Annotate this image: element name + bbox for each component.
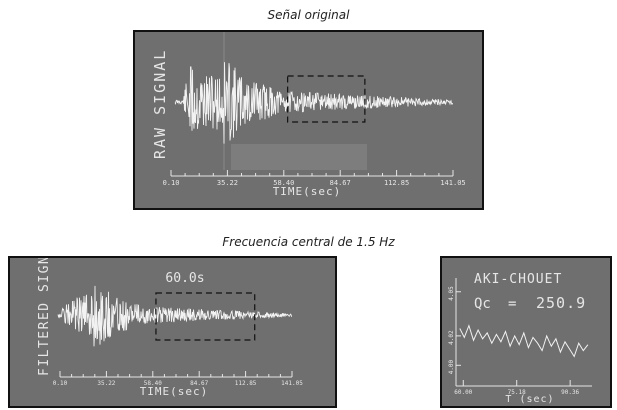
q-trace (459, 324, 589, 358)
q-estimate-chart: AKI-CHOUET Qc 250.9 = 4.00 4.02 4.05 60.00… (440, 256, 612, 408)
filtered-signal-plot: 60.0s FILTERED SIGN 0.10 35.22 58.40 84.67 1… (37, 258, 303, 398)
x-tick-label: 60.00 (454, 389, 472, 396)
equals-sign: = (508, 296, 516, 312)
x-axis: 0.10 35.22 58.40 84.67 112.85 141.05 (163, 170, 466, 187)
x-tick-label: 35.22 (97, 380, 115, 387)
raw-signal-chart: RAW SIGNAL 0.10 35.22 58.40 84.67 112.85 141.… (133, 30, 484, 210)
q-value: 250.9 (536, 294, 586, 312)
y-axis: 4.00 4.02 4.05 (448, 286, 461, 374)
q-estimate-plot: AKI-CHOUET Qc 250.9 = 4.00 4.02 4.05 60.00… (448, 272, 592, 405)
x-tick-label: 58.40 (144, 380, 162, 387)
filtered-signal-trace (57, 285, 293, 347)
x-tick-label: 58.40 (273, 179, 294, 187)
y-tick-label: 4.02 (448, 330, 455, 345)
x-tick-label: 112.85 (235, 380, 257, 387)
method-title: AKI-CHOUET (474, 272, 562, 287)
x-tick-label: 35.22 (217, 179, 238, 187)
trace-path (174, 62, 453, 144)
top-caption: Señal original (267, 8, 350, 22)
window-length-label: 60.0s (165, 271, 204, 286)
y-axis-label: RAW SIGNAL (151, 49, 169, 159)
bottom-caption: Frecuencia central de 1.5 Hz (222, 235, 395, 249)
y-tick-label: 4.00 (448, 359, 455, 374)
x-tick-label: 84.67 (190, 380, 208, 387)
trigger-shade (231, 144, 367, 170)
x-tick-label: 112.85 (384, 179, 409, 187)
x-tick-label: 141.05 (281, 380, 303, 387)
q-line (459, 324, 589, 358)
x-axis: 60.00 75.18 90.36 (454, 380, 592, 396)
x-tick-label: 90.36 (561, 389, 579, 396)
q-symbol: Qc (474, 296, 491, 312)
x-tick-label: 141.05 (440, 179, 465, 187)
x-tick-label: 75.18 (508, 389, 526, 396)
trace-path (57, 285, 293, 347)
y-tick-label: 4.05 (448, 286, 455, 301)
x-tick-label: 84.67 (330, 179, 351, 187)
x-axis: 0.10 35.22 58.40 84.67 112.85 141.05 (53, 371, 303, 387)
raw-signal-plot: RAW SIGNAL 0.10 35.22 58.40 84.67 112.85 141.… (151, 32, 466, 198)
window-box (155, 292, 256, 341)
x-tick-label: 0.10 (53, 380, 68, 387)
raw-signal-trace (174, 62, 453, 144)
y-axis-label: FILTERED SIGN (37, 258, 52, 376)
filtered-signal-chart: 60.0s FILTERED SIGN 0.10 35.22 58.40 84.67 1… (8, 256, 337, 408)
x-tick-label: 0.10 (163, 179, 180, 187)
coda-window-box (287, 75, 366, 123)
x-axis-label: T (sec) (505, 394, 554, 405)
x-axis-label: TIME(sec) (273, 185, 342, 198)
x-axis-label: TIME(sec) (140, 385, 209, 398)
